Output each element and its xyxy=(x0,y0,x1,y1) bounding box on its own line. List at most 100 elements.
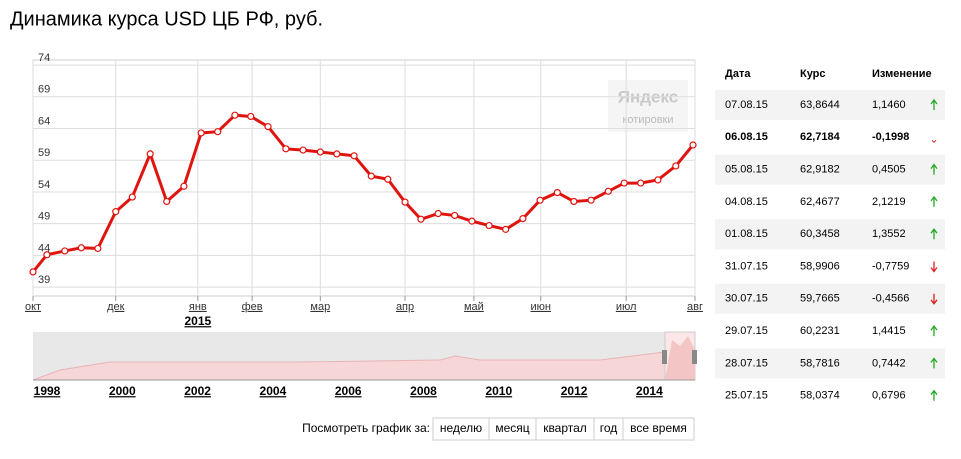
navigator-year: 2006 xyxy=(335,384,362,398)
table-header: Курс xyxy=(800,68,826,80)
table-cell: 62,4677 xyxy=(800,196,840,208)
change-arrow xyxy=(930,389,938,401)
year-label: 2015 xyxy=(184,314,211,328)
change-arrow xyxy=(930,195,938,207)
period-button-label[interactable]: месяц xyxy=(495,421,529,435)
table-cell: 60,3458 xyxy=(800,228,840,240)
change-arrow xyxy=(930,261,938,273)
period-button-label[interactable]: год xyxy=(600,421,618,435)
change-arrow xyxy=(930,325,938,337)
y-tick-label: 69 xyxy=(38,84,50,96)
data-point xyxy=(434,209,442,218)
change-arrow xyxy=(931,139,937,144)
table-cell: 01.08.15 xyxy=(725,228,768,240)
data-point xyxy=(61,247,69,255)
table-cell: 58,9906 xyxy=(800,260,840,272)
x-tick-label: фев xyxy=(242,301,263,313)
change-arrow xyxy=(930,293,938,305)
period-label: Посмотреть график за: xyxy=(302,421,430,435)
data-point xyxy=(417,215,425,223)
table-cell: 2,1219 xyxy=(872,196,906,208)
data-point xyxy=(604,187,612,195)
data-point xyxy=(94,244,102,253)
navigator-handle[interactable] xyxy=(662,350,667,364)
data-point xyxy=(587,196,595,204)
table-header: Дата xyxy=(725,68,751,80)
table-cell: 0,6796 xyxy=(872,390,906,402)
data-point xyxy=(637,179,645,187)
table-cell: 31.07.15 xyxy=(725,260,768,272)
table-header: Изменение xyxy=(872,68,932,80)
y-tick-label: 39 xyxy=(38,274,50,286)
x-tick-label: окт xyxy=(25,301,41,313)
data-point xyxy=(333,150,341,158)
series-line xyxy=(31,113,695,273)
table-cell: 28.07.15 xyxy=(725,357,768,369)
period-button-label[interactable]: квартал xyxy=(543,421,587,435)
navigator-year: 2012 xyxy=(561,384,588,398)
table-cell: -0,4566 xyxy=(872,293,909,305)
data-point xyxy=(553,188,561,197)
x-tick-label: мар xyxy=(310,301,330,313)
navigator-year: 2004 xyxy=(260,384,287,398)
table-cell: 05.08.15 xyxy=(725,164,768,176)
x-tick-label: июл xyxy=(616,301,637,313)
watermark-sub: котировки xyxy=(622,114,673,126)
data-point xyxy=(77,244,85,252)
period-button-label[interactable]: все время xyxy=(630,421,687,435)
table-cell: 60,2231 xyxy=(800,325,840,337)
data-point xyxy=(128,193,136,201)
navigator-handle[interactable] xyxy=(692,350,697,364)
data-point xyxy=(299,146,307,154)
data-point xyxy=(502,225,510,233)
data-point xyxy=(620,179,628,187)
change-arrow xyxy=(930,228,938,240)
data-point xyxy=(112,208,120,216)
change-arrow xyxy=(930,357,938,369)
navigator-year: 2008 xyxy=(410,384,437,398)
table-cell: 58,0374 xyxy=(800,390,840,402)
table-row-bg xyxy=(715,283,945,314)
data-point xyxy=(350,152,358,160)
data-point xyxy=(570,197,578,206)
navigator-year: 2002 xyxy=(184,384,211,398)
table-row-bg xyxy=(715,348,945,379)
navigator-year: 2014 xyxy=(636,384,663,398)
change-arrow xyxy=(930,163,938,175)
table-cell: 1,1460 xyxy=(872,99,906,111)
data-point xyxy=(468,217,476,225)
data-point xyxy=(282,145,290,153)
data-point xyxy=(316,148,324,156)
data-point xyxy=(43,251,51,259)
period-button-label[interactable]: неделю xyxy=(440,421,482,435)
data-point xyxy=(231,111,239,119)
table-cell: 0,7442 xyxy=(872,357,906,369)
period-button[interactable] xyxy=(622,417,695,441)
change-arrow xyxy=(930,98,938,110)
data-point xyxy=(519,215,527,223)
y-tick-label: 54 xyxy=(38,179,50,191)
table-cell: 58,7816 xyxy=(800,357,840,369)
table-cell: 1,3552 xyxy=(872,228,906,240)
data-point xyxy=(180,182,188,190)
table-cell: -0,1998 xyxy=(872,131,909,143)
watermark-box xyxy=(608,80,688,132)
table-cell: 07.08.15 xyxy=(725,99,768,111)
data-point xyxy=(247,112,255,121)
table-row-bg xyxy=(715,90,945,120)
data-point xyxy=(689,141,697,149)
page-title: Динамика курса USD ЦБ РФ, руб. xyxy=(10,8,323,30)
data-point xyxy=(163,197,171,206)
table-cell: 06.08.15 xyxy=(725,131,768,143)
x-tick-label: авг xyxy=(687,301,703,313)
data-point xyxy=(536,196,544,204)
x-tick-label: дек xyxy=(107,301,125,313)
data-point xyxy=(654,176,662,184)
x-tick-label: май xyxy=(464,301,484,313)
navigator-selected-area xyxy=(665,336,695,380)
data-point xyxy=(401,198,409,206)
table-cell: 29.07.15 xyxy=(725,325,768,337)
table-cell: 25.07.15 xyxy=(725,390,768,402)
navigator-year: 2000 xyxy=(109,384,136,398)
table-cell: 1,4415 xyxy=(872,325,906,337)
